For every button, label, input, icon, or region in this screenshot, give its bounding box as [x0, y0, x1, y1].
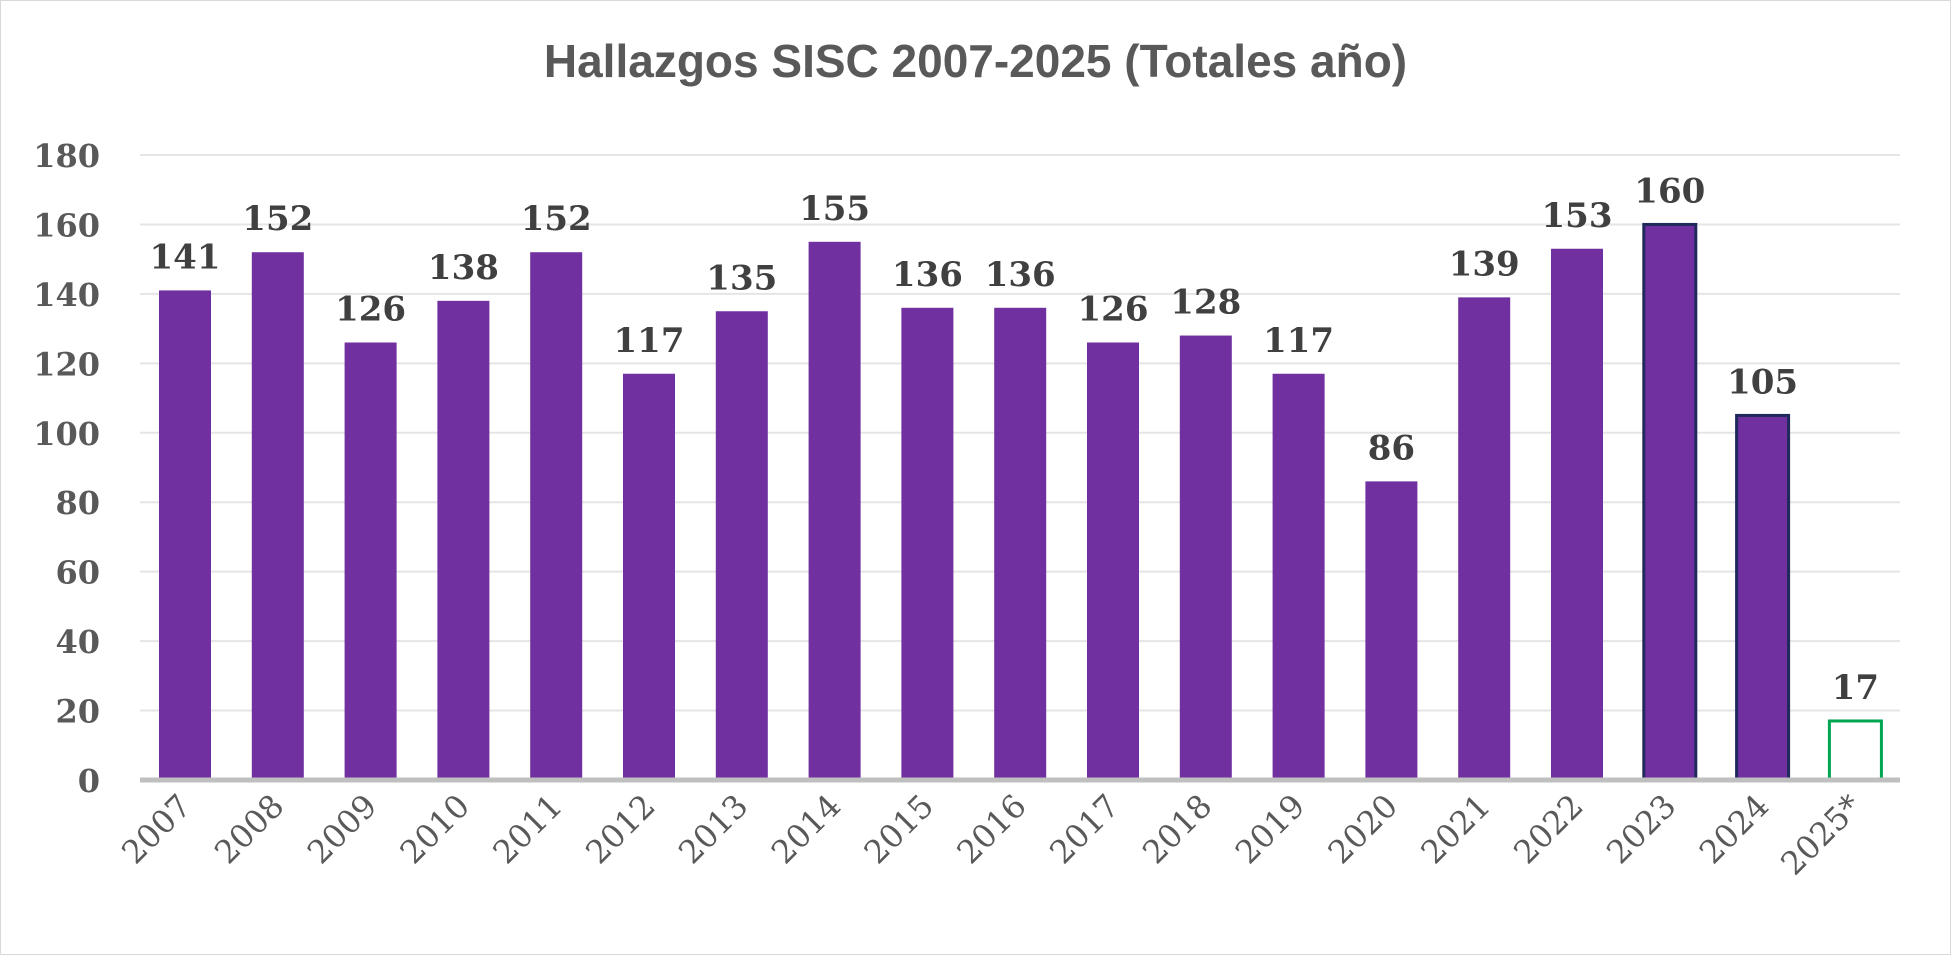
- bar-2016: [994, 307, 1047, 780]
- data-label: 86: [1368, 428, 1415, 468]
- x-axis-ticks: 2007 2008 2009 2010 2011 2012 2013 2014 2015 2016…: [114, 787, 1869, 883]
- y-tick-label: 160: [33, 206, 100, 244]
- data-label: 17: [1832, 668, 1879, 708]
- y-tick-label: 60: [55, 554, 100, 592]
- y-tick-label: 180: [33, 137, 100, 175]
- bar-2011: [530, 252, 583, 780]
- bar-2013: [715, 311, 768, 780]
- x-tick-label: 2019: [1228, 787, 1312, 871]
- bar-2023: [1642, 222, 1698, 782]
- data-label: 135: [706, 258, 777, 298]
- bar-2015: [901, 307, 954, 780]
- y-tick-label: 0: [78, 762, 100, 800]
- x-tick-label: 2022: [1506, 787, 1590, 871]
- x-tick-label: 2023: [1599, 787, 1683, 871]
- bars: [159, 222, 1883, 782]
- bar-2019: [1272, 373, 1325, 780]
- bar-2010: [437, 300, 490, 780]
- bar-2018: [1179, 335, 1232, 780]
- data-label: 136: [892, 255, 963, 295]
- data-label: 155: [799, 189, 870, 229]
- data-label: 136: [985, 255, 1056, 295]
- bar-2024: [1735, 413, 1791, 782]
- data-label: 126: [1078, 290, 1149, 330]
- bar-2020: [1365, 481, 1418, 780]
- x-tick-label: 2014: [764, 787, 848, 871]
- bar-2014: [808, 241, 861, 781]
- data-label: 126: [335, 290, 406, 330]
- bar-2017: [1087, 342, 1139, 780]
- x-tick-label: 2009: [300, 787, 384, 871]
- x-tick-label: 2016: [949, 787, 1033, 871]
- y-tick-label: 40: [55, 623, 100, 661]
- data-label: 105: [1727, 362, 1798, 402]
- x-tick-label: 2018: [1135, 787, 1219, 871]
- bar-2008: [251, 252, 304, 780]
- bar-2007: [159, 290, 211, 780]
- data-label: 117: [1263, 321, 1334, 361]
- x-tick-label: 2017: [1042, 787, 1126, 871]
- x-tick-label: 2021: [1413, 787, 1497, 871]
- bar-2021: [1458, 297, 1511, 780]
- y-tick-label: 100: [33, 415, 100, 453]
- chart-title: Hallazgos SISC 2007-2025 (Totales año): [543, 35, 1408, 87]
- y-tick-label: 80: [55, 484, 100, 522]
- data-label: 128: [1170, 283, 1241, 323]
- x-tick-label: 2011: [485, 787, 569, 871]
- y-axis-ticks: 0 20 40 60 80 100 120 140 160 180: [33, 137, 100, 800]
- bar-2022: [1551, 248, 1603, 780]
- x-tick-label: 2020: [1321, 787, 1405, 871]
- x-tick-label: 2012: [578, 787, 662, 871]
- data-label: 160: [1634, 171, 1705, 211]
- x-tick-label: 2024: [1692, 787, 1776, 871]
- data-labels: 141 152 126 138 152 117 135 155 136 136 126 128 117 8…: [150, 171, 1880, 708]
- x-tick-label: 2008: [207, 787, 291, 871]
- y-tick-label: 140: [33, 276, 100, 314]
- data-label: 138: [428, 248, 499, 288]
- data-label: 153: [1542, 196, 1613, 236]
- y-tick-label: 20: [55, 693, 100, 731]
- x-tick-label: 2025*: [1773, 787, 1869, 883]
- x-tick-label: 2007: [114, 787, 198, 871]
- y-tick-label: 120: [33, 345, 100, 383]
- bar-2025*: [1827, 719, 1883, 782]
- data-label: 152: [521, 199, 592, 239]
- data-label: 117: [614, 321, 685, 361]
- bar-2009: [344, 342, 397, 780]
- data-label: 152: [242, 199, 313, 239]
- x-tick-label: 2015: [857, 787, 941, 871]
- x-tick-label: 2013: [671, 787, 755, 871]
- x-tick-label: 2010: [393, 787, 477, 871]
- bar-2012: [623, 373, 675, 780]
- data-label: 141: [150, 237, 221, 277]
- data-label: 139: [1449, 244, 1520, 284]
